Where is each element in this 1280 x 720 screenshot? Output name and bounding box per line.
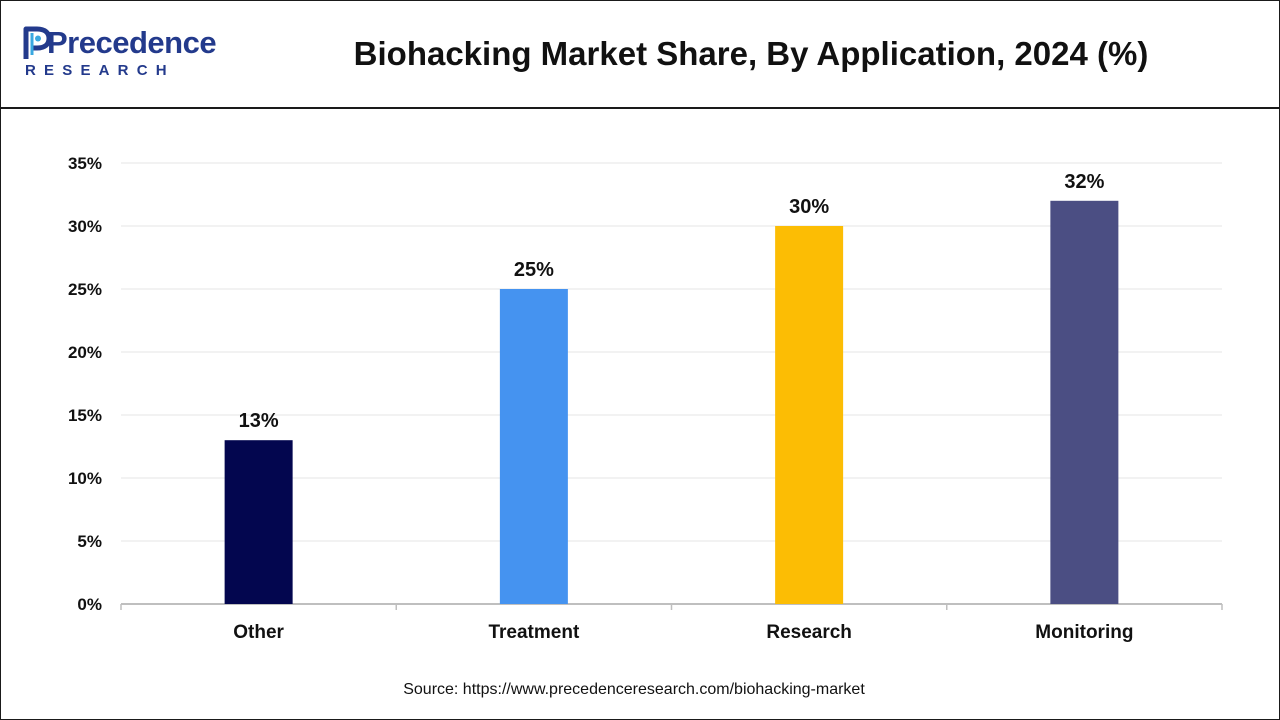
bar-other [224,440,293,604]
chart-title: Biohacking Market Share, By Application,… [353,35,1149,72]
data-label: 30% [789,196,829,218]
chart-header: Precedence RESEARCH Biohacking Market Sh… [1,1,1279,109]
y-tick-label: 5% [77,532,102,551]
logo-p-icon [23,26,51,59]
y-tick-label: 10% [68,469,102,488]
bar-research [775,226,844,604]
data-label: 25% [514,259,554,281]
bar-monitoring [1050,200,1119,605]
y-tick-label: 35% [68,154,102,173]
bar-treatment [499,289,568,604]
y-tick-label: 0% [77,595,102,614]
logo-word: Precedence [47,25,217,60]
precedence-research-logo: Precedence RESEARCH [23,25,223,83]
logo-sub: RESEARCH [25,62,175,79]
y-tick-label: 15% [68,406,102,425]
data-label: 32% [1064,171,1104,193]
logo-wordmark: Precedence [23,25,223,61]
source-note: Source: https://www.precedenceresearch.c… [403,681,865,698]
x-tick-label: Other [233,622,284,643]
y-tick-label: 30% [68,217,102,236]
y-tick-label: 20% [68,343,102,362]
data-label: 13% [239,410,279,432]
x-tick-label: Treatment [488,622,579,643]
y-tick-label: 25% [68,280,102,299]
x-tick-label: Monitoring [1035,622,1133,643]
x-tick-label: Research [766,622,852,643]
